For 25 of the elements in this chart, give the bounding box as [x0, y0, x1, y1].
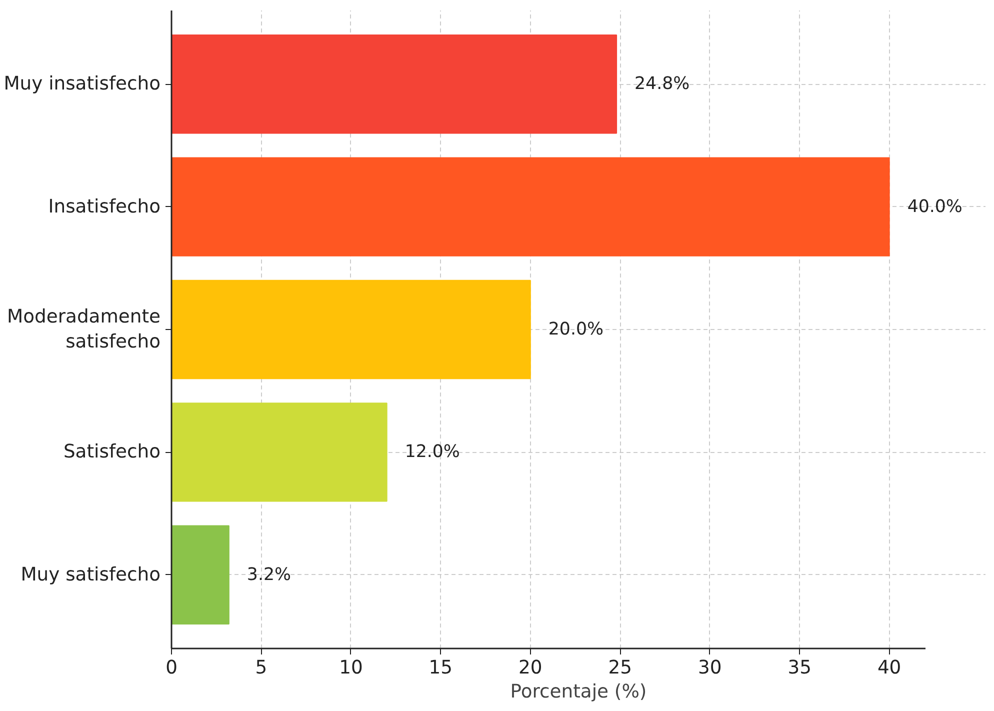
y-tick-label: Moderadamente satisfecho: [7, 306, 161, 353]
y-tick-label: Satisfecho: [63, 442, 161, 463]
y-tick-label: Muy insatisfecho: [4, 74, 160, 95]
data-label: 12.0%: [404, 442, 460, 462]
bar: [172, 402, 388, 502]
x-tick-label: 5: [255, 658, 268, 678]
x-tick-label: 20: [518, 658, 542, 678]
y-tick-label: Muy satisfecho: [20, 564, 161, 586]
bar: [172, 34, 618, 134]
bar: [172, 280, 531, 380]
x-tick-label: 0: [166, 658, 178, 678]
data-label: 24.8%: [634, 74, 690, 94]
x-tick-label: 10: [339, 658, 363, 678]
y-tick-label: Insatisfecho: [48, 196, 161, 218]
bar: [172, 157, 890, 256]
x-axis-title: Porcentaje (%): [510, 682, 647, 702]
x-tick-label: 35: [788, 658, 812, 678]
x-tick-label: 25: [608, 658, 632, 678]
data-label: 20.0%: [548, 320, 604, 340]
x-tick-label: 15: [428, 658, 453, 678]
data-label: 3.2%: [246, 564, 291, 585]
bar: [172, 525, 230, 624]
x-tick-label: 40: [877, 658, 902, 678]
x-tick-label: 30: [698, 658, 722, 678]
data-label: 40.0%: [907, 196, 962, 217]
